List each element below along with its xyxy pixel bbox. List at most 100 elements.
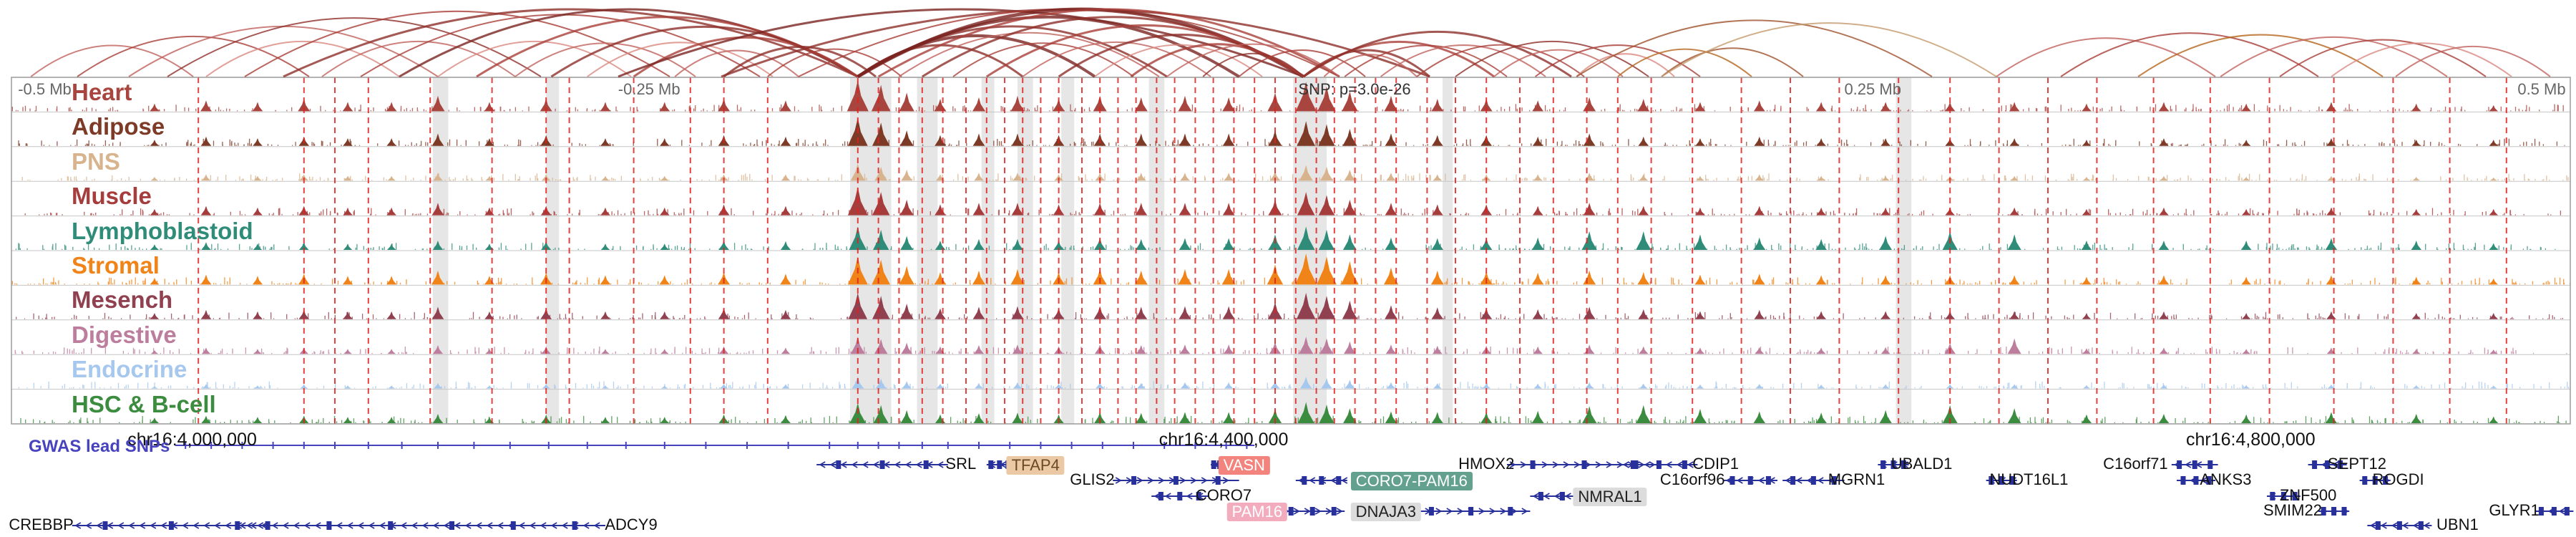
interaction-arc	[1094, 44, 1263, 77]
gene-model-anks3	[2177, 476, 2215, 485]
gene-label-sept12: SEPT12	[2328, 455, 2386, 473]
gene-label-anks3: ANKS3	[2200, 470, 2252, 488]
gene-label-srl: SRL	[945, 455, 977, 473]
coord-label-chr16-4400000: chr16:4,400,000	[1158, 430, 1289, 450]
gene-label-cdip1: CDIP1	[1692, 455, 1739, 473]
interaction-arc	[283, 8, 859, 78]
track-noise-heart	[11, 104, 2564, 112]
interaction-arc	[1617, 48, 1752, 77]
interaction-arc	[1166, 43, 1340, 77]
gene-label-nmral1: NMRAL1	[1573, 488, 1647, 506]
interaction-arc	[1661, 22, 1997, 77]
interaction-arc	[1302, 30, 1572, 78]
interaction-arc	[1576, 53, 1675, 77]
interaction-arc	[514, 42, 696, 77]
gene-label-c16orf71: C16orf71	[2103, 455, 2168, 473]
interaction-arc	[723, 45, 877, 78]
interaction-arc	[952, 42, 1134, 77]
gene-model-srl	[816, 460, 948, 469]
gene-model-nudt16l1	[1986, 476, 2017, 485]
track-noise-lymphoblastoid	[15, 242, 2556, 250]
track-signal-stromal	[150, 253, 2498, 285]
interaction-arc	[128, 25, 439, 77]
interaction-arc	[2060, 32, 2319, 77]
gene-label-tfap4: TFAP4	[1006, 456, 1065, 475]
gene-label-coro7-pam16: CORO7-PAM16	[1350, 472, 1473, 490]
track-signal-pns	[150, 163, 2497, 181]
track-label-stromal: Stromal	[72, 252, 160, 279]
interaction-arc	[767, 48, 902, 77]
interaction-arcs	[30, 7, 2551, 79]
gene-model-coro7-pam16	[1295, 476, 1348, 485]
interaction-arc	[321, 40, 516, 77]
track-label-digestive: Digestive	[72, 321, 177, 348]
gene-label-hmox2: HMOX2	[1458, 455, 1515, 473]
interaction-arc	[1576, 19, 1933, 77]
track-signal-digestive	[150, 337, 2498, 354]
gene-model-dnaja3	[1411, 507, 1531, 516]
gwas-lead-snps-label: GWAS lead SNPs	[29, 437, 170, 456]
interaction-arc	[167, 17, 542, 77]
track-signal-mesench	[150, 292, 2498, 319]
coord-label-chr16-4800000: chr16:4,800,000	[2185, 430, 2316, 450]
plot-frame	[11, 77, 2571, 425]
axis-label-minus-025mb: -0.25 Mb	[618, 80, 680, 98]
coord-label-chr16-4000000: chr16:4,000,000	[127, 430, 257, 450]
gene-model-c16orf71	[2171, 460, 2218, 469]
track-signal-lymphoblastoid	[150, 226, 2499, 250]
track-label-pns: PNS	[72, 147, 120, 175]
interaction-arc	[205, 40, 400, 77]
gene-model-cdip1	[1620, 460, 1698, 469]
interaction-arc	[1493, 49, 1624, 77]
interaction-arc	[1130, 43, 1304, 78]
interaction-arc	[633, 36, 859, 78]
gene-label-c16orf96: C16orf96	[1659, 470, 1725, 488]
interaction-arc	[2331, 42, 2512, 77]
gene-label-ubald1: UBALD1	[1890, 455, 1953, 473]
track-label-endocrine: Endocrine	[72, 356, 187, 383]
track-noise-mesench	[16, 311, 2563, 319]
interaction-arc	[2220, 36, 2448, 77]
interaction-arc	[1455, 40, 1649, 77]
gene-model-c16orf96	[1723, 476, 1777, 485]
gene-model-rogdi	[2359, 476, 2391, 485]
interaction-arc	[898, 32, 1160, 77]
gene-label-smim22: SMIM22	[2263, 501, 2322, 519]
interaction-arc	[1022, 41, 1211, 77]
gwas-lead-snps-track	[175, 442, 1255, 449]
snp-pvalue-label: SNP: p=3.0e-26	[1298, 80, 1411, 98]
interaction-arc	[30, 44, 194, 77]
gene-model-coro7	[1151, 492, 1209, 500]
interaction-arc	[1238, 49, 1366, 77]
gene-model-ubn1	[2367, 521, 2432, 530]
track-label-mesench: Mesench	[72, 286, 173, 314]
gene-label-glyr1: GLYR1	[2489, 501, 2540, 519]
axis-label-plus-05mb: 0.5 Mb	[2517, 80, 2566, 98]
gene-model-mgrn1	[1782, 476, 1845, 485]
snp-guide-lines	[197, 77, 2507, 424]
interaction-arc	[2137, 34, 2384, 77]
signal-tracks	[11, 80, 2571, 425]
gene-label-mgrn1: MGRN1	[1828, 470, 1885, 488]
interaction-arc	[1323, 54, 1418, 77]
gene-label-rogdi: ROGDI	[2372, 470, 2424, 488]
interaction-arc	[77, 35, 310, 77]
track-signal-heart	[150, 80, 2498, 112]
track-label-heart: Heart	[72, 79, 132, 105]
track-signal-endocrine	[151, 377, 2497, 389]
gene-track	[72, 460, 2574, 530]
gene-label-coro7: CORO7	[1195, 486, 1252, 504]
gene-label-ubn1: UBN1	[2436, 516, 2479, 533]
interaction-arc	[877, 8, 1340, 78]
interaction-arc	[1996, 37, 2216, 77]
track-label-muscle: Muscle	[72, 183, 152, 210]
track-label-lymphoblastoid: Lymphoblastoid	[72, 217, 253, 244]
axis-label-minus-05mb: -0.5 Mb	[18, 80, 72, 98]
gene-label-znf500: ZNF500	[2279, 486, 2337, 504]
gene-model-pam16	[1280, 507, 1345, 516]
gene-label-crebbp: CREBBP	[9, 516, 74, 533]
interaction-arc	[1661, 47, 1804, 77]
gene-model-sept12	[2308, 460, 2347, 469]
interaction-arc	[2279, 39, 2487, 77]
